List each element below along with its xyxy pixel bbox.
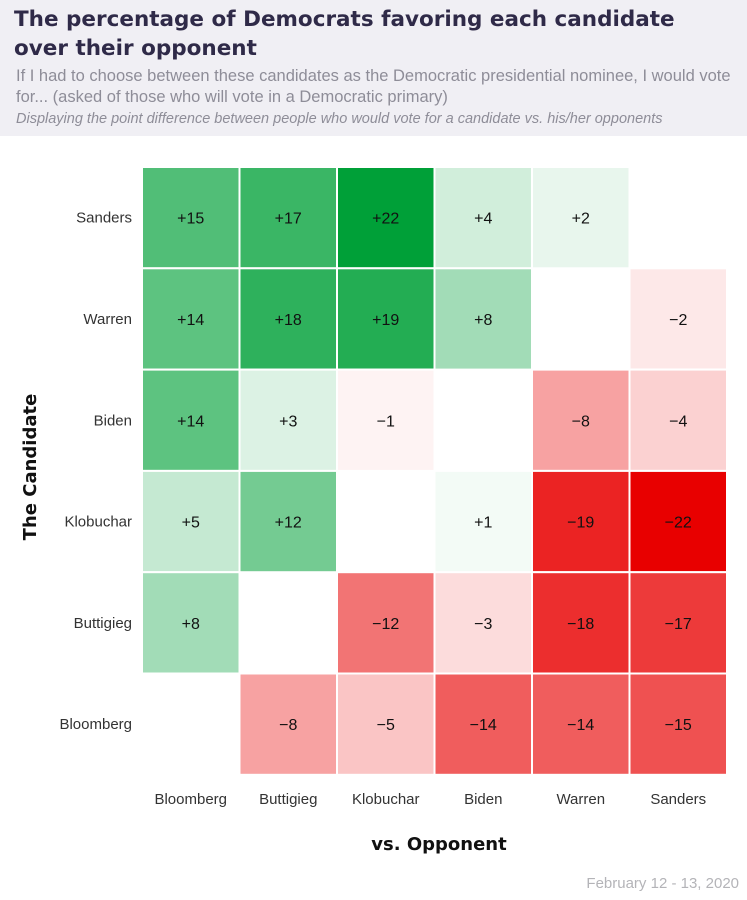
heatmap-cell-warren-vs-bloomberg	[141, 267, 241, 371]
cell-value-sanders-vs-bloomberg: +15	[177, 211, 204, 228]
heatmap-cell-sanders-vs-klobuchar	[336, 166, 436, 270]
cell-value-klobuchar-vs-bloomberg: +5	[182, 515, 200, 532]
cell-value-biden-vs-buttigieg: +3	[279, 413, 297, 430]
column-label-bloomberg: Bloomberg	[154, 791, 227, 808]
heatmap-cell-bloomberg-vs-warren	[531, 672, 631, 776]
cell-value-buttigieg-vs-sanders: −17	[665, 616, 692, 633]
cell-value-klobuchar-vs-sanders: −22	[665, 515, 692, 532]
cell-value-buttigieg-vs-bloomberg: +8	[182, 616, 200, 633]
column-label-sanders: Sanders	[650, 791, 706, 808]
heatmap-cell-biden-vs-buttigieg	[238, 368, 338, 472]
heatmap-cell-buttigieg-vs-biden	[433, 571, 533, 675]
heatmap-cell-bloomberg-vs-sanders	[628, 672, 728, 776]
survey-date: February 12 - 13, 2020	[586, 875, 739, 892]
heatmap-cell-bloomberg-vs-buttigieg	[238, 672, 338, 776]
header-panel: The percentage of Democrats favoring eac…	[0, 0, 747, 136]
cell-value-sanders-vs-warren: +2	[572, 211, 590, 228]
heatmap-cell-klobuchar-vs-bloomberg	[141, 469, 241, 574]
cell-value-sanders-vs-klobuchar: +22	[372, 211, 399, 228]
row-label-klobuchar: Klobuchar	[64, 514, 132, 531]
chart-note: Displaying the point difference between …	[16, 111, 663, 127]
column-label-buttigieg: Buttigieg	[259, 791, 317, 808]
column-label-klobuchar: Klobuchar	[352, 791, 420, 808]
cell-value-biden-vs-warren: −8	[572, 413, 590, 430]
row-labels: Sanders Warren Biden Klobuchar Buttigieg Bloo…	[59, 210, 132, 734]
x-axis-label: vs. Opponent	[371, 834, 507, 855]
cell-value-buttigieg-vs-klobuchar: −12	[372, 616, 399, 633]
heatmap-cell-bloomberg-vs-biden	[433, 672, 533, 776]
column-labels: Bloomberg Buttigieg Klobuchar Biden Warren Sa…	[154, 791, 706, 808]
cell-value-warren-vs-klobuchar: +19	[372, 312, 399, 329]
cell-value-klobuchar-vs-buttigieg: +12	[275, 515, 302, 532]
cell-value-klobuchar-vs-warren: −19	[567, 515, 594, 532]
cell-value-bloomberg-vs-klobuchar: −5	[377, 717, 395, 734]
cell-value-warren-vs-sanders: −2	[669, 312, 687, 329]
heatmap-cell-bloomberg-vs-klobuchar	[336, 672, 436, 776]
cell-value-bloomberg-vs-warren: −14	[567, 717, 594, 734]
heatmap-cell-warren-vs-sanders	[628, 267, 728, 371]
cell-value-warren-vs-biden: +8	[474, 312, 492, 329]
heatmap-cell-biden-vs-klobuchar	[336, 368, 436, 472]
cell-value-bloomberg-vs-biden: −14	[470, 717, 497, 734]
cell-value-klobuchar-vs-biden: +1	[474, 515, 492, 532]
heatmap-cell-warren-vs-biden	[433, 267, 533, 371]
cell-value-biden-vs-bloomberg: +14	[177, 413, 204, 430]
cell-value-sanders-vs-biden: +4	[474, 211, 492, 228]
cell-value-biden-vs-sanders: −4	[669, 413, 687, 430]
column-label-warren: Warren	[556, 791, 605, 808]
heatmap-cell-biden-vs-sanders	[628, 368, 728, 472]
heatmap-cell-klobuchar-vs-buttigieg	[238, 469, 338, 574]
cell-value-warren-vs-buttigieg: +18	[275, 312, 302, 329]
row-label-sanders: Sanders	[76, 210, 132, 227]
chart-title: The percentage of Democrats favoring eac…	[14, 7, 675, 61]
y-axis-label: The Candidate	[20, 394, 41, 541]
cell-value-sanders-vs-buttigieg: +17	[275, 211, 302, 228]
heatmap-cell-warren-vs-buttigieg	[238, 267, 338, 371]
heatmap-cell-buttigieg-vs-bloomberg	[141, 571, 241, 675]
heatmap-cell-warren-vs-klobuchar	[336, 267, 436, 371]
heatmap-cells: +15 +17 +22 +4 +2 +14 +18 +19 +8 −2 +14 +3 −1 −8 −4 +5 +…	[141, 166, 728, 776]
cell-value-warren-vs-bloomberg: +14	[177, 312, 204, 329]
chart-subtitle: If I had to choose between these candida…	[16, 67, 731, 106]
cell-value-buttigieg-vs-biden: −3	[474, 616, 492, 633]
cell-value-buttigieg-vs-warren: −18	[567, 616, 594, 633]
row-label-buttigieg: Buttigieg	[74, 615, 132, 632]
heatmap-cell-sanders-vs-warren	[531, 166, 631, 270]
cell-value-bloomberg-vs-buttigieg: −8	[279, 717, 297, 734]
cell-value-biden-vs-klobuchar: −1	[377, 413, 395, 430]
heatmap-cell-buttigieg-vs-warren	[531, 571, 631, 675]
row-label-warren: Warren	[83, 311, 132, 328]
cell-value-bloomberg-vs-sanders: −15	[665, 717, 692, 734]
heatmap-cell-buttigieg-vs-sanders	[628, 571, 728, 675]
row-label-bloomberg: Bloomberg	[59, 716, 132, 733]
row-label-biden: Biden	[94, 412, 132, 429]
column-label-biden: Biden	[464, 791, 502, 808]
heatmap-cell-biden-vs-bloomberg	[141, 368, 241, 472]
